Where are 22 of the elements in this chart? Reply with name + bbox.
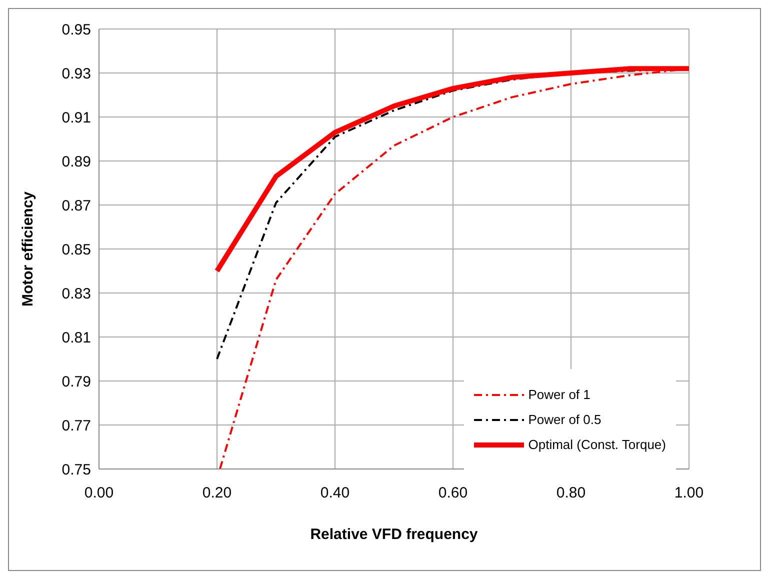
y-tick-label: 0.83 — [62, 285, 91, 302]
y-tick-label: 0.79 — [62, 373, 91, 390]
y-tick-label: 0.95 — [62, 21, 91, 38]
legend-label: Optimal (Const. Torque) — [528, 437, 666, 452]
x-tick-label: 0.60 — [438, 484, 468, 502]
x-axis-title: Relative VFD frequency — [310, 526, 478, 543]
y-tick-label: 0.85 — [62, 241, 91, 258]
legend-label: Power of 1 — [528, 387, 590, 402]
y-axis-title: Motor efficiency — [19, 190, 36, 307]
y-tick-label: 0.75 — [62, 461, 91, 478]
x-tick-label: 0.20 — [202, 484, 232, 502]
y-tick-label: 0.87 — [62, 197, 91, 214]
y-tick-label: 0.91 — [62, 109, 91, 126]
x-tick-label: 0.00 — [84, 484, 114, 502]
y-tick-label: 0.93 — [62, 65, 91, 82]
y-tick-label: 0.89 — [62, 153, 91, 170]
x-tick-label: 1.00 — [674, 484, 704, 502]
y-tick-label: 0.77 — [62, 417, 91, 434]
x-tick-label: 0.40 — [320, 484, 350, 502]
x-tick-label: 0.80 — [556, 484, 586, 502]
y-tick-label: 0.81 — [62, 329, 91, 346]
legend-label: Power of 0.5 — [528, 412, 602, 427]
